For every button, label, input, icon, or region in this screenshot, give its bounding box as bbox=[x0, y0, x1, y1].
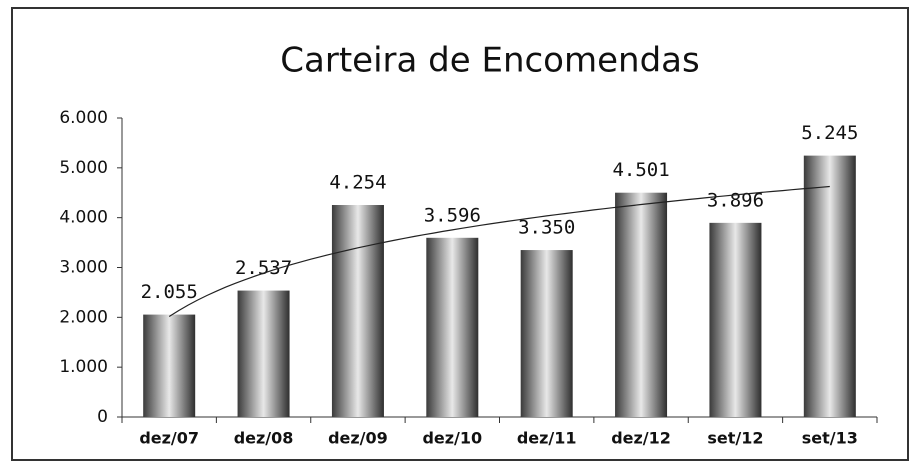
x-tick-label: dez/09 bbox=[328, 429, 388, 448]
x-tick-label: set/12 bbox=[707, 429, 763, 448]
value-label: 2.537 bbox=[235, 257, 292, 279]
bar bbox=[331, 205, 384, 417]
x-tick-label: set/13 bbox=[802, 429, 858, 448]
x-tick-label: dez/08 bbox=[234, 429, 294, 448]
value-label: 3.596 bbox=[424, 204, 481, 226]
bar bbox=[237, 290, 290, 417]
bar bbox=[803, 155, 856, 418]
bar bbox=[615, 192, 668, 417]
value-label: 3.896 bbox=[707, 189, 764, 211]
value-label: 2.055 bbox=[141, 281, 198, 303]
y-tick-label: 3.000 bbox=[59, 258, 108, 278]
value-label: 3.350 bbox=[518, 217, 575, 239]
y-tick-label: 1.000 bbox=[59, 357, 108, 377]
x-tick-label: dez/11 bbox=[517, 429, 577, 448]
bar bbox=[709, 222, 762, 417]
value-label: 4.501 bbox=[612, 159, 669, 181]
y-tick-label: 5.000 bbox=[59, 158, 108, 178]
x-tick-label: dez/12 bbox=[611, 429, 671, 448]
y-tick-label: 2.000 bbox=[59, 307, 108, 327]
y-tick-label: 4.000 bbox=[59, 208, 108, 228]
x-tick-label: dez/10 bbox=[422, 429, 482, 448]
value-label: 4.254 bbox=[329, 172, 386, 194]
bar bbox=[426, 237, 479, 417]
frame bbox=[11, 7, 909, 461]
chart-title: Carteira de Encomendas bbox=[280, 41, 699, 81]
value-label: 5.245 bbox=[801, 122, 858, 144]
bar bbox=[143, 314, 196, 417]
trend-line bbox=[168, 185, 830, 318]
x-tick-label: dez/07 bbox=[139, 429, 199, 448]
y-tick-label: 0 bbox=[97, 407, 108, 427]
bar bbox=[520, 250, 573, 417]
y-tick-label: 6.000 bbox=[59, 108, 108, 128]
